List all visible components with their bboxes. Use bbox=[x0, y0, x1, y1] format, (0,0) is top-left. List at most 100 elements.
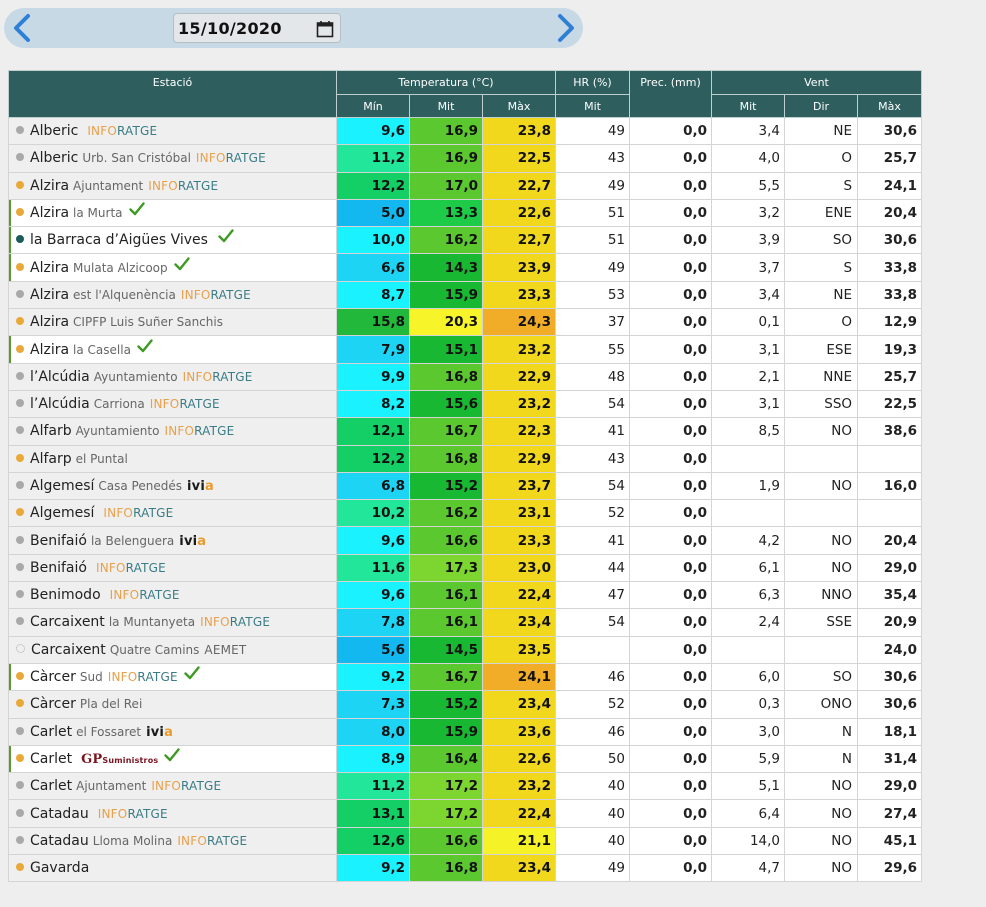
header-temp-min[interactable]: Mín bbox=[336, 94, 410, 118]
next-day-arrow-icon[interactable] bbox=[550, 12, 580, 44]
header-wind-max[interactable]: Màx bbox=[857, 94, 923, 118]
station-cell[interactable]: Algemesí Casa Penedés ivia bbox=[8, 471, 337, 501]
table-row[interactable]: Algemesí INFORATGE 10,2 16,2 23,1 52 0,0 bbox=[8, 499, 923, 528]
station-town[interactable]: Alzira bbox=[30, 286, 70, 303]
table-row[interactable]: Benifaió INFORATGE 11,6 17,3 23,0 44 0,0 6,1 NO 2… bbox=[8, 553, 923, 583]
station-town[interactable]: Benifaió bbox=[30, 532, 87, 549]
table-row[interactable]: Alberic INFORATGE 9,6 16,9 23,8 49 0,0 3,4 NE 30,… bbox=[8, 116, 923, 146]
header-temperature[interactable]: Temperatura (°C) bbox=[335, 70, 557, 95]
table-row[interactable]: Alzira CIPFP Luis Suñer Sanchis 15,8 20,3 24… bbox=[8, 308, 923, 337]
station-cell[interactable]: Alzira la Murta bbox=[8, 198, 337, 228]
station-cell[interactable]: Carlet el Fossaret ivia bbox=[8, 717, 337, 746]
table-row[interactable]: Alzira Mulata Alzicoop 6,6 14,3 23,9 49 0,0 3,7… bbox=[8, 253, 923, 282]
table-row[interactable]: Benimodo INFORATGE 9,6 16,1 22,4 47 0,0 6,3 NNO 3… bbox=[8, 581, 923, 610]
station-town[interactable]: Alfarb bbox=[30, 423, 72, 440]
station-town[interactable]: Alzira bbox=[30, 341, 70, 358]
station-cell[interactable]: Alberic INFORATGE bbox=[8, 116, 337, 146]
station-cell[interactable]: Alzira CIPFP Luis Suñer Sanchis bbox=[8, 308, 337, 337]
station-cell[interactable]: Carcaixent Quatre Camins AEMET bbox=[8, 635, 337, 664]
table-row[interactable]: Alfarb Ayuntamiento INFORATGE 12,1 16,7 22,3 4… bbox=[8, 417, 923, 446]
previous-day-arrow-icon[interactable] bbox=[8, 12, 38, 44]
station-town[interactable]: Algemesí bbox=[30, 505, 95, 522]
station-town[interactable]: Càrcer bbox=[30, 696, 76, 713]
table-row[interactable]: Càrcer Pla del Rei 7,3 15,2 23,4 52 0,0 0,3 ONO 3… bbox=[8, 690, 923, 719]
station-town[interactable]: Algemesí bbox=[30, 478, 95, 494]
table-row[interactable]: Alzira Ajuntament INFORATGE 12,2 17,0 22,7 49 0… bbox=[8, 171, 923, 200]
station-cell[interactable]: Carcaixent la Muntanyeta INFORATGE bbox=[8, 608, 337, 637]
station-town[interactable]: Alberic bbox=[30, 150, 79, 167]
table-row[interactable]: Càrcer Sud INFORATGE 9,2 16,7 24,1 46 0,0 6,0 SO 3… bbox=[8, 662, 923, 692]
date-input[interactable]: 15/10/2020 bbox=[173, 13, 341, 43]
station-town[interactable]: Alberic bbox=[30, 123, 79, 140]
station-cell[interactable]: Alberic Urb. San Cristóbal INFORATGE bbox=[8, 144, 337, 173]
table-row[interactable]: Gavarda 9,2 16,8 23,4 49 0,0 4,7 NO 29,6 bbox=[8, 854, 923, 883]
table-row[interactable]: Benifaió la Belenguera ivia 9,6 16,6 23,3 41 0,… bbox=[8, 526, 923, 555]
station-town[interactable]: Alzira bbox=[30, 259, 70, 276]
table-row[interactable]: Carlet GPSuministros 8,9 16,4 22,6 50 0,0 5,9 N 3… bbox=[8, 744, 923, 774]
station-cell[interactable]: Benimodo INFORATGE bbox=[8, 581, 337, 610]
station-cell[interactable]: Alfarb Ayuntamiento INFORATGE bbox=[8, 417, 337, 446]
table-row[interactable]: l’Alcúdia Carriona INFORATGE 8,2 15,6 23,2 54 0… bbox=[8, 389, 923, 419]
station-cell[interactable]: Gavarda bbox=[8, 854, 337, 883]
station-cell[interactable]: Benifaió la Belenguera ivia bbox=[8, 526, 337, 555]
header-station[interactable]: Estació bbox=[8, 70, 337, 118]
station-town[interactable]: Benimodo bbox=[30, 587, 101, 604]
table-row[interactable]: Carlet el Fossaret ivia 8,0 15,9 23,6 46 0,0 3,0… bbox=[8, 717, 923, 746]
station-town[interactable]: Benifaió bbox=[30, 559, 87, 576]
station-town[interactable]: Càrcer bbox=[30, 669, 76, 686]
station-cell[interactable]: Alzira est l'Alquenència INFORATGE bbox=[8, 280, 337, 310]
station-town[interactable]: Carlet bbox=[30, 750, 73, 767]
station-cell[interactable]: Catadau INFORATGE bbox=[8, 799, 337, 828]
station-cell[interactable]: l’Alcúdia Carriona INFORATGE bbox=[8, 389, 337, 419]
station-town[interactable]: Carlet bbox=[30, 723, 73, 740]
table-row[interactable]: Alberic Urb. San Cristóbal INFORATGE 11,2 16… bbox=[8, 144, 923, 173]
table-row[interactable]: Alfarp el Puntal 12,2 16,8 22,9 43 0,0 bbox=[8, 444, 923, 473]
header-precipitation[interactable]: Prec. (mm) bbox=[629, 70, 713, 118]
station-cell[interactable]: Catadau Lloma Molina INFORATGE bbox=[8, 826, 337, 856]
station-cell[interactable]: Alfarp el Puntal bbox=[8, 444, 337, 473]
header-temp-max[interactable]: Màx bbox=[481, 94, 557, 118]
station-cell[interactable]: l’Alcúdia Ayuntamiento INFORATGE bbox=[8, 362, 337, 391]
station-town[interactable]: Alzira bbox=[30, 177, 70, 194]
station-town[interactable]: l’Alcúdia bbox=[30, 368, 90, 385]
station-cell[interactable]: Carlet GPSuministros bbox=[8, 744, 337, 774]
table-row[interactable]: Alzira est l'Alquenència INFORATGE 8,7 15,9 2… bbox=[8, 280, 923, 310]
station-cell[interactable]: Càrcer Sud INFORATGE bbox=[8, 662, 337, 692]
station-town[interactable]: Alfarp bbox=[30, 450, 72, 467]
station-town[interactable]: Carcaixent bbox=[31, 641, 106, 658]
header-humidity[interactable]: HR (%) bbox=[555, 70, 631, 95]
station-town[interactable]: Catadau bbox=[30, 805, 89, 822]
station-cell[interactable]: la Barraca d’Aigües Vives bbox=[8, 226, 337, 255]
header-temp-mit[interactable]: Mit bbox=[409, 94, 483, 118]
station-cell[interactable]: Alzira Ajuntament INFORATGE bbox=[8, 171, 337, 200]
header-wind-dir[interactable]: Dir bbox=[784, 94, 859, 118]
station-town[interactable]: Carcaixent bbox=[30, 614, 105, 631]
table-row[interactable]: Carcaixent la Muntanyeta INFORATGE 7,8 16,1 2… bbox=[8, 608, 923, 637]
station-cell[interactable]: Benifaió INFORATGE bbox=[8, 553, 337, 583]
calendar-icon[interactable] bbox=[316, 20, 334, 38]
table-row[interactable]: Alzira la Murta 5,0 13,3 22,6 51 0,0 3,2 ENE 20,4 bbox=[8, 198, 923, 228]
station-town[interactable]: Catadau bbox=[30, 832, 89, 849]
table-row[interactable]: Alzira la Casella 7,9 15,1 23,2 55 0,0 3,1 ESE 19… bbox=[8, 335, 923, 364]
station-town[interactable]: Carlet bbox=[30, 778, 73, 795]
header-wind-mit[interactable]: Mit bbox=[711, 94, 786, 118]
table-row[interactable]: Algemesí Casa Penedés ivia 6,8 15,2 23,7 54 0,0… bbox=[8, 471, 923, 501]
station-town[interactable]: Alzira bbox=[30, 314, 70, 331]
station-cell[interactable]: Càrcer Pla del Rei bbox=[8, 690, 337, 719]
table-row[interactable]: Carlet Ajuntament INFORATGE 11,2 17,2 23,2 40 0… bbox=[8, 772, 923, 801]
station-cell[interactable]: Carlet Ajuntament INFORATGE bbox=[8, 772, 337, 801]
table-row[interactable]: Catadau Lloma Molina INFORATGE 12,6 16,6 21,1… bbox=[8, 826, 923, 856]
station-town[interactable]: Alzira bbox=[30, 205, 70, 222]
station-town[interactable]: l’Alcúdia bbox=[30, 396, 90, 413]
station-cell[interactable]: Alzira la Casella bbox=[8, 335, 337, 364]
table-row[interactable]: Catadau INFORATGE 13,1 17,2 22,4 40 0,0 6,4 NO 27… bbox=[8, 799, 923, 828]
station-cell[interactable]: Algemesí INFORATGE bbox=[8, 499, 337, 528]
table-row[interactable]: Carcaixent Quatre Camins AEMET 5,6 14,5 23,5 0… bbox=[8, 635, 923, 664]
station-town[interactable]: la Barraca d’Aigües Vives bbox=[30, 232, 208, 249]
station-cell[interactable]: Alzira Mulata Alzicoop bbox=[8, 253, 337, 282]
header-hr-mit[interactable]: Mit bbox=[555, 94, 631, 118]
header-wind[interactable]: Vent bbox=[711, 70, 923, 95]
table-row[interactable]: la Barraca d’Aigües Vives 10,0 16,2 22,7 51 0… bbox=[8, 226, 923, 255]
station-town[interactable]: Gavarda bbox=[30, 860, 90, 877]
table-row[interactable]: l’Alcúdia Ayuntamiento INFORATGE 9,9 16,8 22,… bbox=[8, 362, 923, 391]
